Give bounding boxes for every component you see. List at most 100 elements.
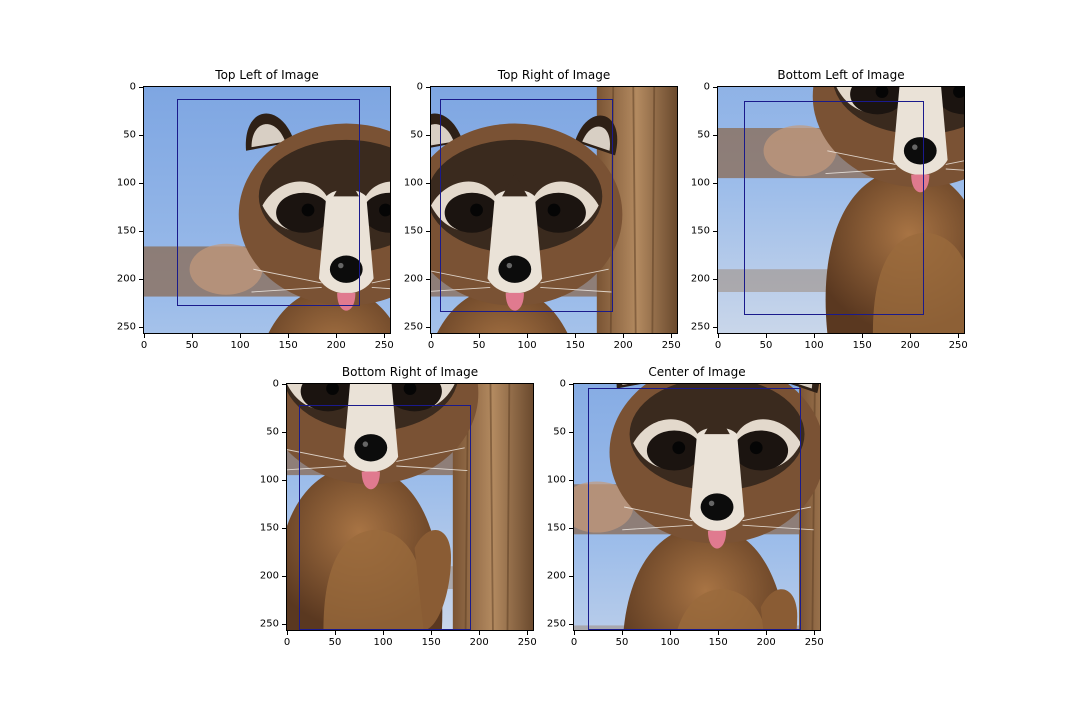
x-tick-label: 200	[900, 340, 920, 351]
x-tick-mark	[670, 631, 672, 635]
x-tick-mark	[622, 631, 624, 635]
y-tick-mark	[139, 279, 143, 281]
y-tick-mark	[569, 624, 573, 626]
y-tick-label: 250	[690, 321, 710, 333]
y-tick-mark	[713, 279, 717, 281]
x-tick-mark	[144, 334, 145, 338]
y-tick-mark	[569, 528, 573, 530]
x-tick-mark	[479, 334, 481, 338]
y-tick-mark	[713, 135, 717, 137]
y-tick-mark	[569, 432, 573, 434]
x-tick-label: 0	[427, 340, 435, 351]
image-plot	[573, 383, 821, 631]
y-tick-label: 150	[546, 522, 566, 534]
y-tick-label: 100	[259, 474, 279, 486]
y-tick-mark	[426, 87, 430, 88]
y-tick-label: 100	[690, 177, 710, 189]
x-tick-label: 250	[517, 637, 537, 648]
y-tick-label: 200	[690, 273, 710, 285]
panel-title: Top Right of Image	[497, 68, 611, 82]
bounding-box	[176, 99, 361, 307]
y-tick-label: 200	[116, 273, 136, 285]
y-tick-label: 150	[116, 225, 136, 237]
image-plot	[717, 86, 965, 334]
x-tick-mark	[623, 334, 625, 338]
panel-title: Bottom Left of Image	[777, 68, 905, 82]
y-tick-mark	[426, 135, 430, 137]
y-tick-mark	[139, 231, 143, 233]
y-tick-label: 100	[546, 474, 566, 486]
y-tick-label: 50	[553, 426, 566, 438]
x-tick-label: 200	[469, 637, 489, 648]
y-tick-label: 150	[403, 225, 423, 237]
x-tick-label: 0	[570, 637, 578, 648]
x-tick-label: 100	[373, 637, 393, 648]
x-tick-mark	[671, 334, 673, 338]
x-tick-label: 250	[374, 340, 394, 351]
x-tick-label: 100	[804, 340, 824, 351]
x-tick-label: 0	[283, 637, 291, 648]
x-tick-mark	[910, 334, 912, 338]
y-tick-label: 0	[703, 81, 710, 93]
x-tick-label: 50	[759, 340, 773, 351]
x-tick-mark	[192, 334, 194, 338]
image-plot	[143, 86, 391, 334]
image-plot	[430, 86, 678, 334]
x-tick-label: 100	[660, 637, 680, 648]
y-tick-mark	[139, 327, 143, 329]
bounding-box	[588, 387, 801, 630]
y-tick-mark	[282, 432, 286, 434]
y-tick-mark	[426, 183, 430, 185]
bounding-box	[439, 98, 613, 312]
y-tick-label: 50	[266, 426, 279, 438]
y-tick-mark	[282, 528, 286, 530]
y-tick-mark	[282, 624, 286, 626]
y-tick-label: 100	[116, 177, 136, 189]
x-tick-label: 150	[565, 340, 585, 351]
x-tick-mark	[527, 631, 529, 635]
y-tick-label: 250	[259, 618, 279, 630]
x-tick-mark	[287, 631, 288, 635]
y-tick-label: 50	[697, 129, 710, 141]
x-tick-label: 150	[708, 637, 728, 648]
y-tick-label: 0	[416, 81, 423, 93]
x-tick-mark	[718, 334, 719, 338]
x-tick-mark	[384, 334, 386, 338]
y-tick-label: 50	[123, 129, 136, 141]
x-tick-mark	[766, 334, 768, 338]
image-plot	[286, 383, 534, 631]
x-tick-label: 200	[756, 637, 776, 648]
x-tick-mark	[574, 631, 575, 635]
x-tick-label: 0	[140, 340, 148, 351]
y-tick-label: 100	[403, 177, 423, 189]
x-tick-mark	[383, 631, 385, 635]
x-tick-label: 250	[804, 637, 824, 648]
y-tick-mark	[569, 480, 573, 482]
x-tick-mark	[288, 334, 290, 338]
bounding-box	[743, 101, 924, 315]
y-tick-mark	[282, 384, 286, 385]
x-tick-mark	[431, 631, 433, 635]
x-tick-mark	[335, 631, 337, 635]
y-tick-mark	[713, 327, 717, 329]
x-tick-label: 150	[421, 637, 441, 648]
x-tick-label: 200	[613, 340, 633, 351]
y-tick-mark	[713, 87, 717, 88]
y-tick-mark	[426, 327, 430, 329]
y-tick-mark	[569, 576, 573, 578]
panel-title: Top Left of Image	[215, 68, 319, 82]
x-tick-mark	[814, 631, 816, 635]
x-tick-label: 250	[948, 340, 968, 351]
y-tick-label: 150	[690, 225, 710, 237]
y-tick-mark	[139, 135, 143, 137]
x-tick-mark	[336, 334, 338, 338]
y-tick-label: 50	[410, 129, 423, 141]
y-tick-label: 150	[259, 522, 279, 534]
x-tick-mark	[862, 334, 864, 338]
x-tick-label: 50	[615, 637, 629, 648]
y-tick-mark	[282, 480, 286, 482]
panel-title: Bottom Right of Image	[341, 365, 479, 379]
x-tick-label: 100	[230, 340, 250, 351]
y-tick-label: 0	[559, 378, 566, 390]
y-tick-mark	[139, 87, 143, 88]
